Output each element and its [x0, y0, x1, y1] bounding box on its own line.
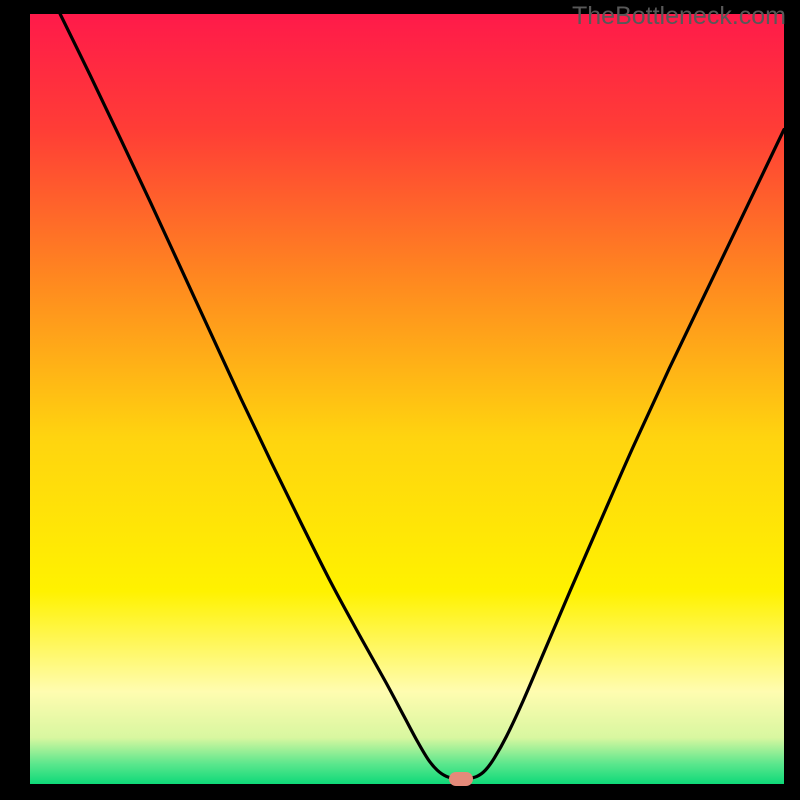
plot-area [30, 14, 784, 784]
watermark-text: TheBottleneck.com [572, 2, 786, 31]
optimum-marker [449, 772, 473, 786]
bottleneck-curve [30, 14, 784, 784]
curve-path [60, 14, 784, 779]
